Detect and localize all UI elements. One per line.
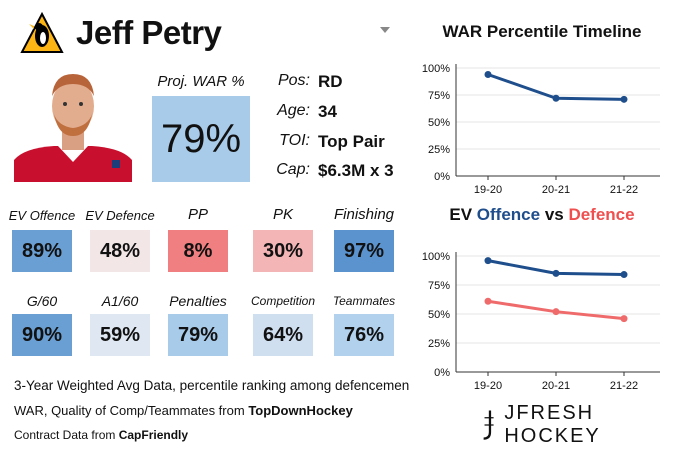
proj-war-value: 79%: [160, 116, 242, 161]
age-value: 34: [318, 102, 337, 121]
cap-value: $6.3M x 3: [318, 161, 394, 180]
chart1-ytick-label: 50%: [428, 117, 450, 129]
stat-label-ev-defence: EV Defence: [85, 208, 155, 223]
ev-offence-defence-chart: 0% 25% 50% 75% 100% 19-20 20-21 21-22: [422, 251, 660, 392]
stat-box-ev-defence: 48%: [90, 230, 150, 272]
stat-box-finishing: 97%: [334, 230, 394, 272]
stat-box-penalties: 79%: [168, 314, 228, 356]
stat-value-finishing: 97%: [343, 239, 385, 262]
war-timeline-chart: 0% 25% 50% 75% 100% 19-20 20-21 21-22: [422, 63, 660, 196]
chart2-title: EV Offence vs Defence: [412, 205, 672, 225]
stat-box-a160: 59%: [90, 314, 150, 356]
chart2-title-offence: Offence: [476, 205, 541, 224]
stat-value-pk: 30%: [262, 239, 304, 262]
chart2-xtick-label: 19-20: [474, 380, 502, 392]
chart2-title-defence: Defence: [568, 205, 635, 224]
player-photo: [14, 62, 132, 182]
chart1-series-0-point: [484, 70, 492, 78]
chart1-xtick-label: 19-20: [474, 184, 502, 196]
chart2-title-vs: vs: [540, 205, 569, 224]
footer-contract-prefix: Contract Data from: [14, 428, 119, 442]
stat-label-teammates: Teammates: [332, 294, 396, 308]
brand: JFRESH HOCKEY: [480, 402, 680, 448]
stat-label-g60: G/60: [26, 293, 58, 309]
stat-value-pp: 8%: [183, 239, 213, 262]
stat-label-pk: PK: [272, 206, 293, 223]
jfresh-logo: [483, 410, 494, 440]
chart1-title: WAR Percentile Timeline: [442, 22, 642, 41]
player-name: Jeff Petry: [76, 14, 222, 51]
stat-value-competition: 64%: [262, 323, 304, 346]
chart1-ytick-label: 25%: [428, 144, 450, 156]
toi-value: Top Pair: [318, 132, 385, 151]
cap-label: Cap:: [276, 161, 310, 178]
stat-value-ev-offence: 89%: [21, 239, 63, 262]
toi-label: TOI:: [279, 132, 310, 149]
chart2-series-1-point: [484, 297, 492, 305]
stat-box-pk: 30%: [253, 230, 313, 272]
stat-label-competition: Competition: [250, 294, 316, 308]
chevron-down-icon[interactable]: [380, 27, 390, 33]
chart1-xtick-label: 20-21: [542, 184, 570, 196]
footer-contract-source-link[interactable]: CapFriendly: [118, 428, 189, 442]
stat-box-competition: 64%: [253, 314, 313, 356]
footer-war-prefix: WAR, Quality of Comp/Teammates from: [14, 403, 249, 418]
stat-label-a160: A1/60: [101, 293, 139, 309]
chart1-series-0-point: [552, 94, 560, 102]
chart2-title-ev: EV: [449, 205, 477, 224]
stat-label-finishing: Finishing: [333, 206, 395, 223]
chart2-series-1-point: [620, 315, 628, 323]
stat-value-penalties: 79%: [177, 323, 219, 346]
age-label: Age:: [277, 102, 310, 119]
stat-label-pp: PP: [187, 206, 208, 223]
proj-war-label: Proj. WAR %: [157, 73, 245, 90]
chart1-ytick-label: 0%: [434, 171, 450, 183]
chart1-ytick-label: 75%: [428, 90, 450, 102]
chart2-series-1-point: [552, 308, 560, 316]
stat-box-pp: 8%: [168, 230, 228, 272]
chart2-ytick-label: 25%: [428, 338, 450, 350]
stat-label-ev-offence: EV Offence: [8, 208, 76, 223]
footer-data-note: 3-Year Weighted Avg Data, percentile ran…: [14, 378, 410, 393]
stat-box-teammates: 76%: [334, 314, 394, 356]
chart1-series-0-point: [620, 95, 628, 103]
chart2-series-0-point: [620, 271, 628, 279]
chart2-xtick-label: 21-22: [610, 380, 638, 392]
stat-value-ev-defence: 48%: [99, 239, 141, 262]
chart1-xtick-label: 21-22: [610, 184, 638, 196]
chart2-ytick-label: 0%: [434, 367, 450, 379]
chart2-ytick-label: 75%: [428, 280, 450, 292]
chart2-series-0-point: [484, 257, 492, 265]
proj-war-box: 79%: [152, 96, 250, 182]
penguins-logo: [20, 12, 64, 53]
pos-label: Pos:: [277, 72, 310, 89]
stat-label-penalties: Penalties: [169, 293, 227, 309]
chart2-ytick-label: 100%: [422, 251, 450, 263]
chart2-series-0-point: [552, 269, 560, 277]
chart1-ytick-label: 100%: [422, 63, 450, 75]
chart2-xtick-label: 20-21: [542, 380, 570, 392]
footer-war-source: WAR, Quality of Comp/Teammates from TopD…: [14, 403, 353, 418]
chart2-ytick-label: 50%: [428, 309, 450, 321]
stat-box-ev-offence: 89%: [12, 230, 72, 272]
stat-box-g60: 90%: [12, 314, 72, 356]
brand-name: JFRESH HOCKEY: [504, 402, 601, 447]
pos-value: RD: [318, 72, 343, 91]
stat-value-teammates: 76%: [343, 323, 385, 346]
footer-war-source-link[interactable]: TopDownHockey: [248, 403, 353, 418]
stat-value-a160: 59%: [99, 323, 141, 346]
stat-value-g60: 90%: [21, 323, 63, 346]
footer-contract-source: Contract Data from CapFriendly: [14, 428, 188, 442]
